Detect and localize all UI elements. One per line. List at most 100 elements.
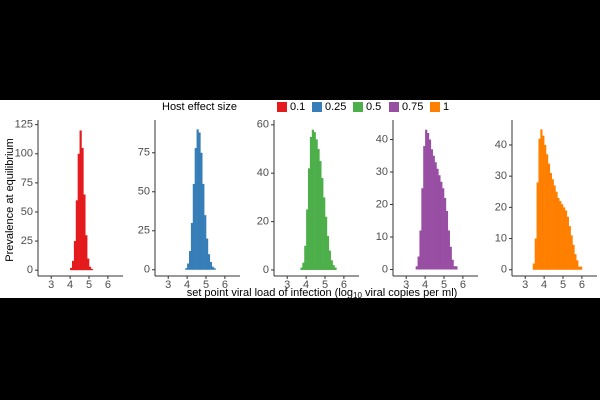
histogram-bar [570, 235, 573, 270]
histogram-bar [185, 268, 188, 270]
legend-label: 0.75 [402, 101, 423, 113]
histogram-bar [187, 263, 190, 270]
legend-swatch [389, 102, 399, 112]
histogram-bar [302, 262, 305, 270]
histogram-bar [306, 209, 309, 270]
histogram-bar [211, 266, 214, 270]
x-axis-label-part: viral copies per ml) [362, 287, 457, 299]
letterbox-bottom [0, 298, 600, 400]
x-axis-label-sub: 10 [353, 291, 362, 300]
histogram-bar [568, 226, 571, 270]
x-tick-label: 4 [422, 279, 428, 291]
y-tick-label: 40 [495, 139, 507, 151]
histogram-bar [304, 245, 307, 270]
histogram-bar [72, 260, 75, 271]
histogram-bar [444, 198, 447, 270]
legend-label: 0.5 [366, 101, 381, 113]
histogram-bar [419, 230, 422, 270]
histogram-bar [75, 200, 78, 271]
histogram-bar [538, 138, 541, 270]
histogram-bar [555, 191, 558, 270]
histogram-bar [532, 263, 535, 270]
histogram-bar [81, 147, 84, 271]
histogram-bar [542, 135, 545, 270]
histogram-bar [415, 266, 418, 270]
x-tick-label: 5 [86, 279, 92, 291]
histogram-bar [311, 129, 314, 270]
histogram-bar [313, 132, 316, 270]
y-tick-label: 20 [257, 215, 269, 227]
histogram-bar [536, 182, 539, 270]
x-tick-label: 5 [203, 279, 209, 291]
histogram-bar [200, 152, 203, 270]
histogram-bar [87, 258, 90, 271]
y-tick-label: 30 [495, 170, 507, 182]
histogram-bar [563, 207, 566, 270]
y-tick-label: 30 [376, 166, 388, 178]
y-tick-label: 100 [15, 148, 33, 160]
histogram-bar [334, 267, 337, 270]
y-tick-label: 0 [263, 264, 269, 276]
histogram-bar [319, 161, 322, 270]
histogram-bar [453, 266, 456, 270]
histogram-bar [209, 261, 212, 270]
y-tick-label: 20 [376, 198, 388, 210]
histogram-bar [564, 210, 568, 270]
y-tick-label: 40 [376, 133, 388, 145]
y-tick-label: 50 [138, 186, 150, 198]
histogram-bar [330, 260, 333, 270]
x-tick-label: 6 [222, 279, 228, 291]
y-tick-label: 60 [257, 119, 269, 131]
histogram-bar [332, 265, 335, 270]
histogram-bar [328, 250, 331, 270]
y-tick-label: 75 [138, 147, 150, 159]
histogram-bar [455, 266, 458, 270]
y-tick-label: 20 [495, 201, 507, 213]
histogram-bar [77, 153, 80, 271]
histogram-bar [315, 139, 318, 270]
histogram-bar [206, 238, 209, 270]
histogram-bar [79, 130, 82, 271]
histogram-bar [428, 139, 432, 270]
legend-label: 0.25 [325, 101, 346, 113]
histogram-bar [192, 183, 195, 270]
histogram-bar [194, 148, 197, 270]
legend-label: 0.1 [290, 101, 305, 113]
histogram-bar [574, 254, 577, 270]
histogram-bar [326, 236, 330, 270]
y-tick-label: 25 [21, 235, 33, 247]
legend-swatch [277, 102, 287, 112]
y-tick-label: 10 [495, 232, 507, 244]
histogram-bar [553, 185, 556, 270]
x-tick-label: 6 [341, 279, 347, 291]
histogram-bar [421, 188, 424, 270]
x-tick-label: 3 [522, 279, 528, 291]
x-tick-label: 3 [165, 279, 171, 291]
x-tick-label: 5 [560, 279, 566, 291]
x-tick-label: 4 [184, 279, 190, 291]
histogram-bar [190, 222, 194, 270]
histogram-bar [547, 163, 551, 270]
histogram-bar [549, 173, 552, 270]
histogram-bar [449, 246, 452, 270]
histogram-bar [546, 154, 549, 270]
histogram-bar [445, 211, 449, 270]
histogram-bar [540, 129, 543, 270]
y-tick-label: 50 [21, 206, 33, 218]
legend-swatch [430, 102, 440, 112]
histogram-bar [427, 133, 430, 270]
x-tick-label: 5 [322, 279, 328, 291]
histogram-bar [434, 162, 437, 270]
histogram-bar [207, 254, 211, 270]
x-axis-label: set point viral load of infection (log10… [187, 287, 458, 300]
y-tick-label: 0 [144, 264, 150, 276]
histogram-bar [202, 183, 205, 270]
histogram-bar [440, 181, 443, 270]
y-axis-label: Prevalence at equilibrium [4, 138, 16, 262]
legend-label: 1 [443, 101, 449, 113]
histogram-bar [559, 201, 562, 270]
x-tick-label: 5 [441, 279, 447, 291]
y-tick-label: 25 [138, 225, 150, 237]
